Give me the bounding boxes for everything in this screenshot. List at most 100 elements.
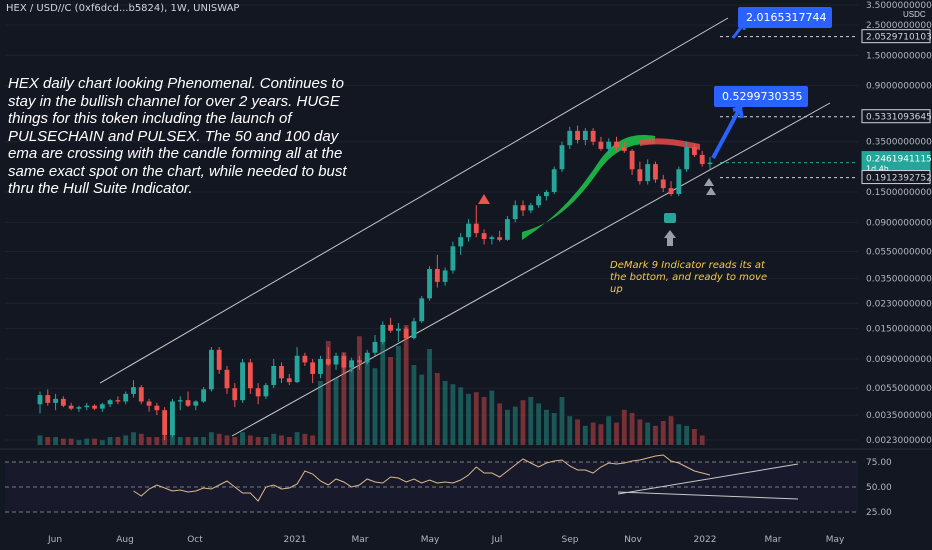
volume-bar (45, 437, 51, 445)
volume-bar (240, 432, 245, 445)
candle (505, 219, 510, 240)
candle (512, 205, 518, 220)
candle (247, 362, 253, 389)
y-tick-label: 0.0035000000 (866, 411, 932, 421)
volume-bar (637, 419, 643, 445)
candle (559, 145, 565, 170)
volume-bar (598, 424, 604, 445)
volume-bar (302, 433, 308, 445)
volume-bar (170, 433, 175, 445)
rsi-tick-label: 25.00 (866, 508, 892, 518)
candle (575, 130, 580, 141)
volume-bar (466, 393, 471, 445)
volume-bar (528, 397, 534, 445)
volume-bar (653, 425, 658, 445)
demark-warning-icon (478, 194, 490, 204)
volume-bar (294, 432, 300, 445)
candle (684, 147, 690, 170)
y-tick-label: 0.0550000000 (866, 248, 932, 258)
candle (497, 237, 503, 240)
volume-bar (481, 397, 487, 445)
volume-bar (575, 419, 580, 445)
rsi-trendline (617, 463, 799, 495)
candle (53, 398, 58, 403)
y-tick-label: 3.5000000000 (866, 1, 932, 11)
candle (481, 233, 487, 239)
candle (232, 388, 238, 401)
candle (318, 359, 323, 374)
volume-bar (419, 374, 425, 445)
candle (621, 147, 627, 151)
candle (543, 191, 549, 197)
candle (380, 324, 386, 342)
price-label-box (861, 109, 931, 124)
volume-bar (271, 433, 277, 445)
candle (131, 387, 136, 394)
rsi-tick-label: 50.00 (866, 483, 892, 493)
volume-bar (442, 381, 448, 445)
candle (341, 355, 347, 368)
volume-bar (473, 392, 479, 445)
candle (170, 401, 175, 436)
volume-bar (208, 432, 214, 445)
volume-bar (403, 325, 409, 445)
price-label: 2.0529710103 (866, 33, 932, 43)
candle (92, 405, 97, 409)
candle (660, 179, 666, 189)
volume-bar (162, 435, 168, 445)
volume-bar (193, 437, 199, 445)
volume-bar (318, 381, 323, 445)
volume-bar (68, 438, 74, 445)
volume-bar (341, 352, 347, 445)
volume-bar (325, 341, 331, 445)
candle (138, 387, 144, 402)
candle (271, 366, 277, 386)
y-tick-label: 0.0090000000 (866, 355, 932, 365)
candle (520, 205, 526, 211)
candle (536, 196, 542, 206)
candle (427, 268, 432, 299)
volume-bar (76, 440, 82, 445)
price-label: 0.2461941115 (866, 155, 932, 165)
volume-bar (364, 361, 370, 445)
volume-bar (699, 435, 705, 445)
candle (582, 130, 588, 141)
volume-bar (372, 368, 378, 445)
candle (489, 237, 495, 239)
volume-bar (543, 409, 549, 445)
candle (146, 401, 152, 406)
y-tick-label: 0.0150000000 (866, 325, 932, 335)
candle (372, 341, 378, 353)
demark-arrow (706, 187, 716, 195)
volume-bar (263, 437, 269, 445)
candle (466, 223, 471, 238)
arrow-mid (711, 104, 745, 159)
candle (123, 393, 129, 402)
candle (528, 205, 534, 211)
x-tick-label: May (826, 535, 845, 545)
candle (76, 407, 82, 409)
volume-bar (53, 437, 58, 445)
x-tick-label: Mar (765, 535, 782, 545)
candle (606, 141, 612, 149)
price-label-box (861, 170, 931, 185)
volume-bar (84, 438, 90, 445)
volume-bar (138, 433, 144, 445)
candle (458, 237, 464, 247)
volume-bar (551, 413, 557, 445)
volume-bar (37, 435, 43, 445)
volume-bar (60, 438, 66, 445)
volume-bar (505, 409, 510, 445)
candle (201, 389, 207, 402)
y-tick-label: 0.3500000000 (866, 138, 932, 148)
channel-lower-line (231, 102, 831, 437)
volume-bar (286, 437, 292, 445)
candle (162, 410, 168, 436)
x-tick-label: Nov (624, 535, 642, 545)
price-label: 0.5331093645 (866, 113, 932, 123)
candle (302, 355, 308, 363)
x-tick-label: Mar (352, 535, 369, 545)
volume-bar (590, 422, 596, 445)
volume-bar (676, 424, 682, 445)
